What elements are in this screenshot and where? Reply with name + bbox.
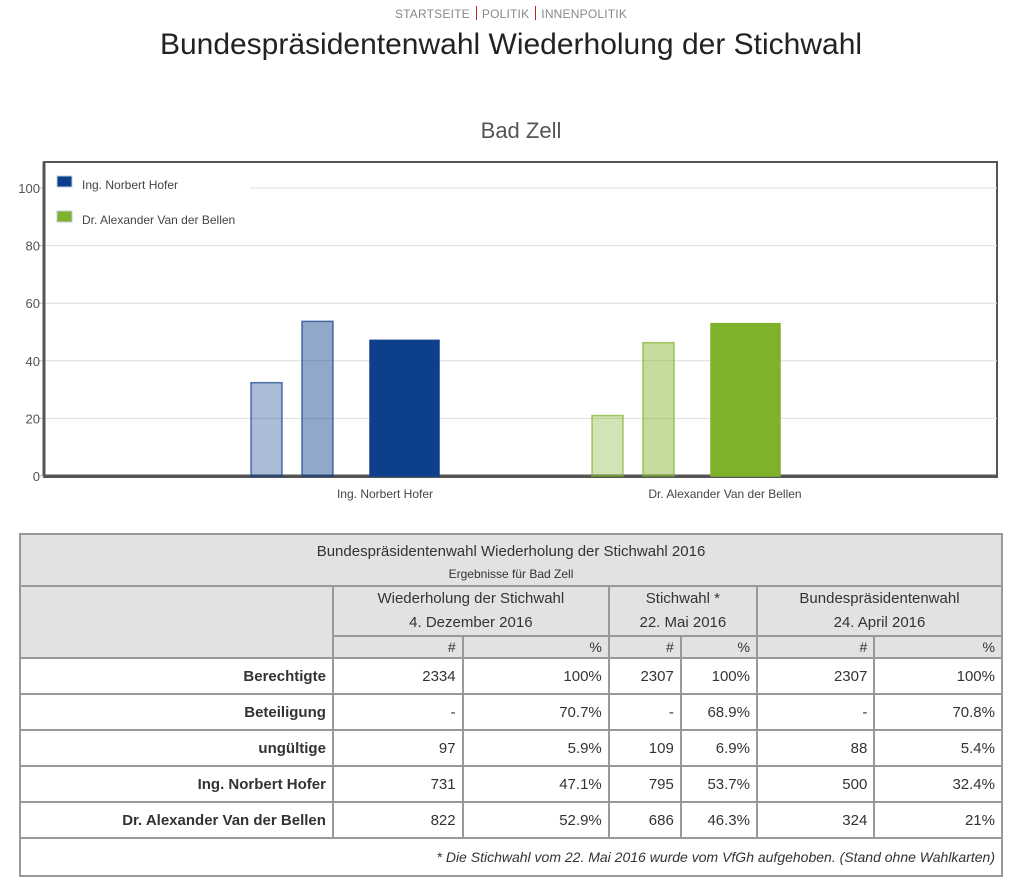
column-group-date: 22. Mai 2016 xyxy=(639,614,727,631)
table-title: Bundespräsidentenwahl Wiederholung der S… xyxy=(19,533,1003,563)
x-tick-label: Dr. Alexander Van der Bellen xyxy=(648,487,801,501)
table-cell: 97 xyxy=(331,729,464,767)
y-tick-label: 100 xyxy=(18,181,40,196)
table-cell: 100% xyxy=(873,657,1003,695)
table-row: Ing. Norbert Hofer 731 47.1% 795 53.7% 500 32.… xyxy=(19,765,1003,803)
unit-header: % xyxy=(679,635,758,659)
table-cell: 109 xyxy=(607,729,682,767)
table-cell: 5.4% xyxy=(873,729,1003,767)
table-row: ungültige 97 5.9% 109 6.9% 88 5.4% xyxy=(19,729,1003,767)
row-label: Dr. Alexander Van der Bellen xyxy=(19,801,334,839)
legend-swatch xyxy=(56,175,73,188)
chart-title: Bad Zell xyxy=(480,118,562,143)
table-cell: 100% xyxy=(461,657,610,695)
table-cell: 53.7% xyxy=(679,765,758,803)
bar-van-der-bellen-1 xyxy=(642,341,675,477)
column-group-date: 4. Dezember 2016 xyxy=(409,614,533,631)
column-group-header: Bundespräsidentenwahl 24. April 2016 xyxy=(755,585,1004,637)
row-label: ungültige xyxy=(19,729,334,767)
row-label: Ing. Norbert Hofer xyxy=(19,765,334,803)
table-cell: 500 xyxy=(755,765,876,803)
column-group-date: 24. April 2016 xyxy=(833,614,926,631)
table-cell: 686 xyxy=(607,801,682,839)
table-cell: 5.9% xyxy=(461,729,610,767)
unit-header: # xyxy=(755,635,876,659)
unit-header: % xyxy=(873,635,1003,659)
results-table: Bundespräsidentenwahl Wiederholung der S… xyxy=(19,533,1004,877)
table-cell: 100% xyxy=(679,657,758,695)
y-tick-label: 40 xyxy=(26,354,40,369)
table-corner xyxy=(19,585,334,659)
table-subtitle: Ergebnisse für Bad Zell xyxy=(19,563,1003,587)
y-tick-label: 20 xyxy=(26,411,40,426)
unit-header: % xyxy=(461,635,610,659)
row-label: Berechtigte xyxy=(19,657,334,695)
page-title: Bundespräsidentenwahl Wiederholung der S… xyxy=(159,28,863,61)
column-group-name: Wiederholung der Stichwahl xyxy=(377,590,565,607)
table-cell: 795 xyxy=(607,765,682,803)
unit-header: # xyxy=(607,635,682,659)
table-cell: - xyxy=(607,693,682,731)
bar-hofer-0 xyxy=(250,381,283,477)
breadcrumb-politik[interactable]: POLITIK xyxy=(481,7,530,21)
column-group-header: Stichwahl * 22. Mai 2016 xyxy=(607,585,758,637)
table-cell: 324 xyxy=(755,801,876,839)
table-cell: 822 xyxy=(331,801,464,839)
breadcrumb: STARTSEITE POLITIK INNENPOLITIK xyxy=(0,6,1022,21)
y-tick-label: 60 xyxy=(26,296,40,311)
bar-hofer-2 xyxy=(369,339,440,477)
table-cell: 46.3% xyxy=(679,801,758,839)
y-tick-label: 0 xyxy=(33,469,40,484)
breadcrumb-separator xyxy=(535,6,537,20)
table-cell: - xyxy=(755,693,876,731)
bar-hofer-1 xyxy=(301,320,334,477)
breadcrumb-innenpolitik[interactable]: INNENPOLITIK xyxy=(541,7,628,21)
table-footnote: * Die Stichwahl vom 22. Mai 2016 wurde v… xyxy=(19,837,1003,877)
table-cell: 47.1% xyxy=(461,765,610,803)
y-tick-label: 80 xyxy=(26,239,40,254)
legend-label: Dr. Alexander Van der Bellen xyxy=(82,213,235,227)
table-cell: 731 xyxy=(331,765,464,803)
table-cell: 68.9% xyxy=(679,693,758,731)
table-cell: 2307 xyxy=(607,657,682,695)
legend-label: Ing. Norbert Hofer xyxy=(82,178,178,192)
table-cell: 70.7% xyxy=(461,693,610,731)
table-cell: 52.9% xyxy=(461,801,610,839)
legend-swatch xyxy=(56,210,73,223)
breadcrumb-startseite[interactable]: STARTSEITE xyxy=(394,7,470,21)
row-label: Beteiligung xyxy=(19,693,334,731)
table-cell: 21% xyxy=(873,801,1003,839)
table-row: Beteiligung -70.7% -68.9% -70.8% xyxy=(19,693,1003,731)
table-cell: 70.8% xyxy=(873,693,1003,731)
unit-header: # xyxy=(331,635,464,659)
column-group-header: Wiederholung der Stichwahl 4. Dezember 20… xyxy=(331,585,610,637)
table-cell: 2307 xyxy=(755,657,876,695)
legend-background xyxy=(46,164,251,234)
x-tick-label: Ing. Norbert Hofer xyxy=(337,487,433,501)
table-cell: - xyxy=(331,693,464,731)
table-cell: 32.4% xyxy=(873,765,1003,803)
breadcrumb-separator xyxy=(475,6,477,20)
table-cell: 2334 xyxy=(331,657,464,695)
table-cell: 6.9% xyxy=(679,729,758,767)
column-group-name: Bundespräsidentenwahl xyxy=(799,590,960,607)
bar-van-der-bellen-2 xyxy=(710,322,781,477)
bar-chart: 0 20 40 60 80 100 Ing. Norbert Hofer Dr. Alexan… xyxy=(18,161,998,501)
table-row: Dr. Alexander Van der Bellen 822 52.9% 686 4… xyxy=(19,801,1003,839)
table-row: Berechtigte 2334 100% 2307 100% 2307 100% xyxy=(19,657,1003,695)
bar-van-der-bellen-0 xyxy=(591,414,624,477)
table-cell: 88 xyxy=(755,729,876,767)
column-group-name: Stichwahl * xyxy=(645,590,720,607)
